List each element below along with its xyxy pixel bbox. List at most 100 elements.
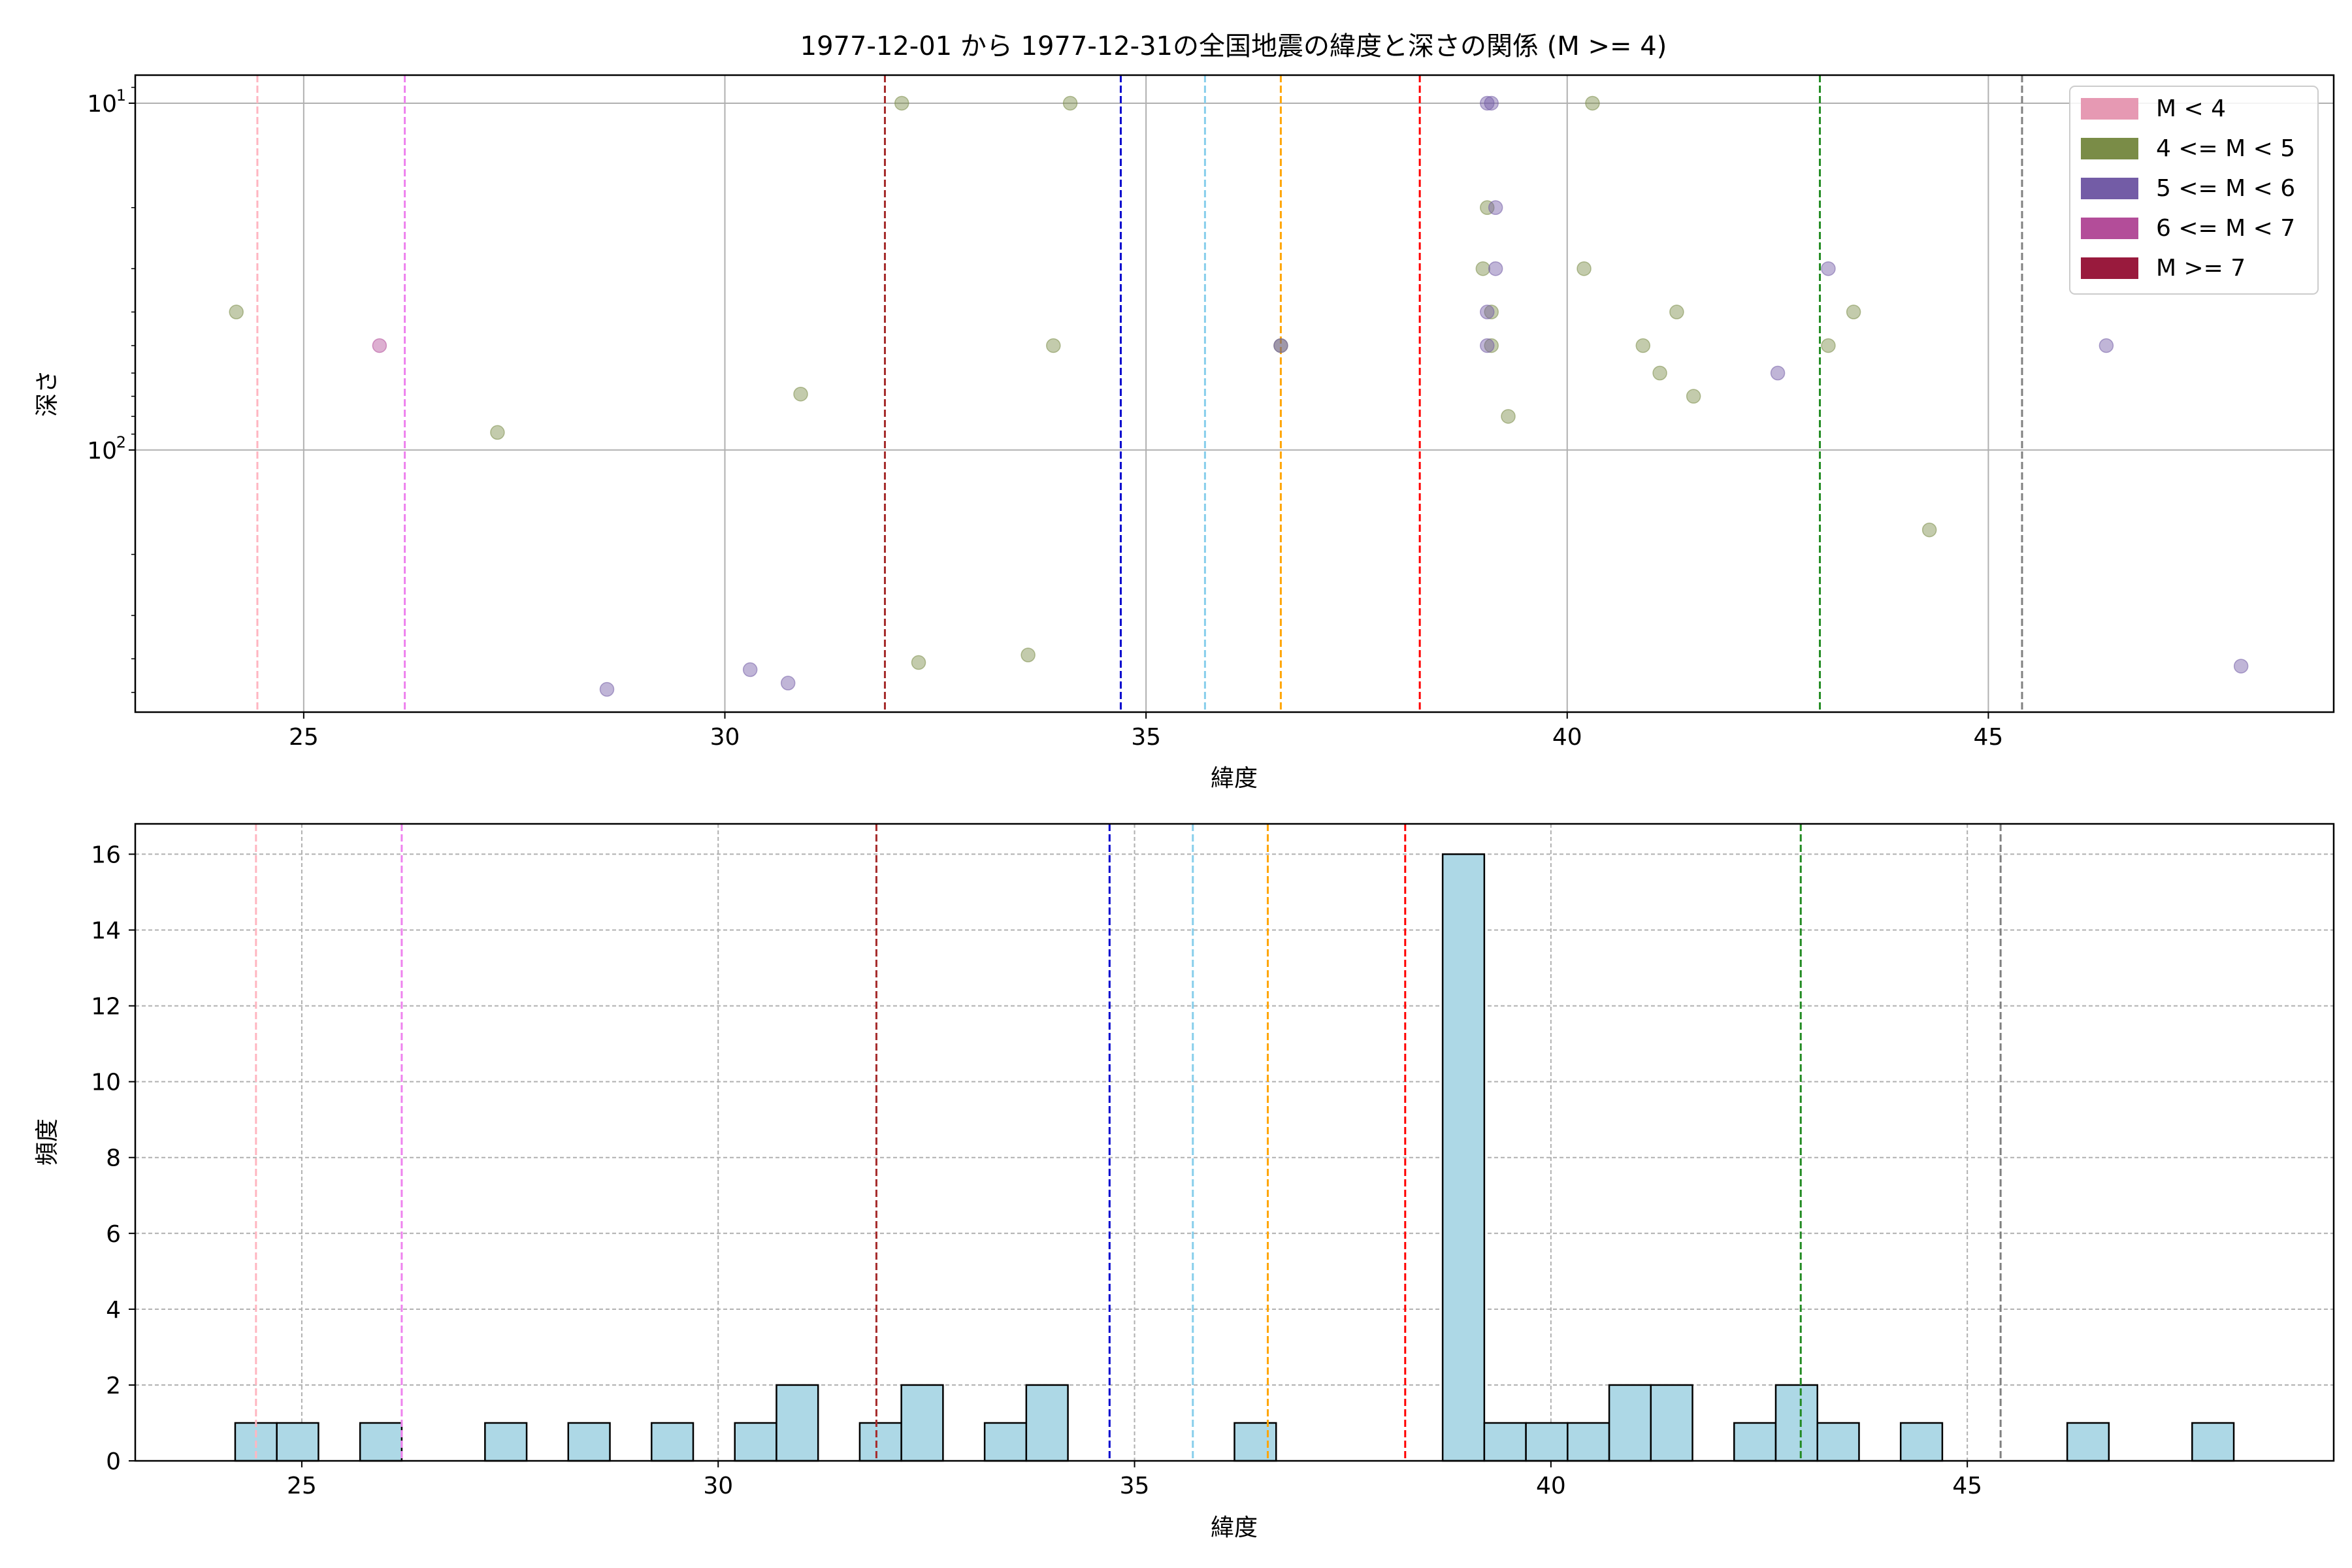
- histogram-bar: [1774, 1384, 1818, 1462]
- histogram-y-tick-label: 2: [106, 1373, 121, 1399]
- histogram-bar: [858, 1422, 902, 1462]
- histogram-grid: [135, 824, 2334, 1462]
- histogram-bar: [567, 1422, 611, 1462]
- legend-swatch: [2081, 138, 2138, 159]
- scatter-x-tick-label: 25: [289, 724, 319, 751]
- scatter-point: [894, 95, 909, 111]
- scatter-point: [1652, 365, 1667, 381]
- histogram-bar: [651, 1422, 694, 1462]
- scatter-point: [1821, 338, 1836, 353]
- histogram-x-tick-label: 35: [1120, 1473, 1150, 1499]
- histogram-x-tick-label: 45: [1952, 1473, 1982, 1499]
- legend-label: 5 <= M < 6: [2156, 175, 2295, 202]
- histogram-x-tick-label: 30: [703, 1473, 733, 1499]
- histogram-y-label: 頻度: [34, 1119, 61, 1166]
- scatter-point: [1480, 338, 1495, 353]
- histogram-bar: [1899, 1422, 1944, 1462]
- scatter-y-tick-label: 10: [87, 438, 117, 465]
- histogram-reference-lines: [255, 824, 2002, 1461]
- histogram-bar: [2066, 1422, 2110, 1462]
- histogram-bar: [983, 1422, 1028, 1462]
- histogram-y-ticks: 0 2 4 6 8 10 12 14 16: [91, 841, 135, 1475]
- legend-swatch: [2081, 98, 2138, 120]
- histogram-y-tick-label: 0: [106, 1448, 121, 1475]
- histogram-bar: [359, 1422, 403, 1462]
- scatter-point: [2099, 338, 2114, 353]
- scatter-point: [1846, 304, 1861, 319]
- scatter-point: [1480, 95, 1495, 111]
- legend-label: 4 <= M < 5: [2156, 135, 2295, 162]
- scatter-point: [1480, 200, 1495, 215]
- scatter-point: [1484, 338, 1499, 353]
- scatter-point: [1770, 365, 1786, 381]
- histogram-y-tick-label: 12: [91, 994, 121, 1021]
- scatter-point: [1021, 647, 1036, 662]
- histogram-frame: [134, 823, 2335, 1462]
- scatter-point: [1046, 338, 1061, 353]
- scatter-x-label: 緯度: [1211, 765, 1258, 792]
- scatter-point: [1686, 389, 1701, 404]
- histogram-x-tick-label: 25: [287, 1473, 317, 1499]
- scatter-point: [1488, 200, 1503, 215]
- histogram-bar: [276, 1422, 319, 1462]
- scatter-point: [2233, 659, 2249, 674]
- histogram-bar: [1733, 1422, 1777, 1462]
- histogram-bar: [900, 1384, 944, 1462]
- scatter-point: [911, 655, 926, 670]
- scatter-point: [1821, 261, 1836, 276]
- scatter-point: [490, 425, 505, 440]
- scatter-point: [229, 304, 244, 319]
- scatter-point: [1501, 409, 1516, 424]
- scatter-point: [793, 386, 808, 402]
- histogram-bar: [776, 1384, 819, 1462]
- scatter-point: [742, 662, 758, 678]
- histogram-bar: [1816, 1422, 1860, 1462]
- legend-swatch: [2081, 257, 2138, 279]
- scatter-point: [1669, 304, 1684, 319]
- histogram-bar: [484, 1422, 528, 1462]
- histogram-x-tick-label: 40: [1536, 1473, 1566, 1499]
- histogram-bar: [1608, 1384, 1652, 1462]
- legend-label: M >= 7: [2156, 255, 2246, 282]
- scatter-point: [599, 681, 615, 697]
- scatter-point: [1585, 95, 1600, 111]
- histogram-x-ticks: 25 30 35 40 45: [287, 1461, 1982, 1499]
- histogram-bar: [1650, 1384, 1693, 1462]
- histogram-y-tick-label: 8: [106, 1145, 121, 1172]
- scatter-x-tick-label: 45: [1973, 724, 2003, 751]
- legend-label: M < 4: [2156, 95, 2226, 122]
- legend: M < 4 4 <= M < 5 5 <= M < 6 6 <= M < 7 M >= …: [2069, 86, 2319, 295]
- histogram-bar: [1441, 853, 1486, 1462]
- scatter-y-tick-exponent: 2: [116, 433, 126, 451]
- scatter-point: [1484, 304, 1499, 319]
- histogram-bar: [1233, 1422, 1277, 1462]
- histogram-y-tick-label: 4: [106, 1297, 121, 1324]
- scatter-point: [1488, 261, 1503, 276]
- scatter-point: [1635, 338, 1651, 353]
- chart-title: 1977-12-01 から 1977-12-31の全国地震の緯度と深さの関係 (…: [800, 31, 1667, 61]
- histogram-y-tick-label: 10: [91, 1070, 121, 1096]
- scatter-point: [1480, 304, 1495, 319]
- histogram-bar: [2191, 1422, 2235, 1462]
- scatter-point: [1576, 261, 1592, 276]
- scatter-point: [372, 338, 387, 353]
- histogram-bar: [1525, 1422, 1569, 1462]
- scatter-x-tick-label: 40: [1552, 724, 1582, 751]
- histogram-y-tick-label: 14: [91, 918, 121, 945]
- scatter-points: [229, 95, 2249, 697]
- histogram-x-label: 緯度: [1211, 1514, 1258, 1541]
- scatter-grid: [135, 75, 2334, 712]
- histogram-bar: [1483, 1422, 1527, 1462]
- scatter-point: [1273, 338, 1288, 353]
- histogram-bar: [734, 1422, 777, 1462]
- scatter-point: [780, 676, 796, 691]
- scatter-point: [1062, 95, 1078, 111]
- histogram-bar: [1567, 1422, 1610, 1462]
- scatter-point: [1921, 522, 1937, 538]
- scatter-reference-lines: [256, 75, 2023, 712]
- scatter-y-label: 深さ: [34, 370, 61, 417]
- histogram-bar: [1025, 1384, 1069, 1462]
- legend-swatch: [2081, 218, 2138, 239]
